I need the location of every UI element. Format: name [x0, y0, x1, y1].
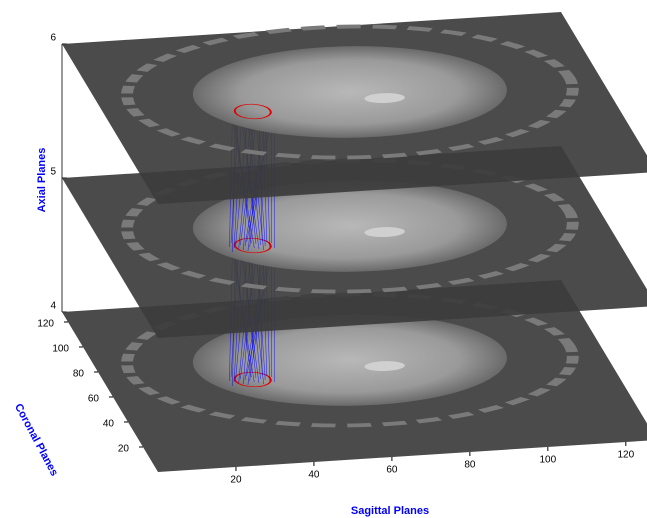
y-tick-label: 120	[37, 319, 54, 330]
x-tick-label: 60	[386, 465, 398, 476]
y-tick-label: 100	[52, 344, 69, 355]
z-tick-label: 4	[50, 301, 56, 312]
x-tick-label: 40	[308, 470, 320, 481]
image-plane	[62, 12, 647, 204]
z-tick-label: 5	[50, 167, 56, 178]
z-tick-label: 6	[50, 33, 56, 44]
y-tick-label: 20	[118, 444, 130, 455]
z-axis-label: Axial Planes	[36, 148, 48, 213]
y-tick-label: 60	[88, 394, 100, 405]
scene	[62, 12, 647, 472]
y-axis-label: Coronal Planes	[12, 402, 60, 478]
x-tick-label: 20	[230, 475, 242, 486]
x-tick-label: 120	[617, 450, 634, 461]
y-tick-label: 40	[103, 419, 115, 430]
y-tick-label: 80	[73, 369, 85, 380]
x-tick-label: 80	[464, 460, 476, 471]
chart: Axial Planes Coronal Planes Sagittal Pla…	[0, 0, 647, 518]
x-axis-label: Sagittal Planes	[351, 505, 429, 517]
x-tick-label: 100	[540, 455, 557, 466]
